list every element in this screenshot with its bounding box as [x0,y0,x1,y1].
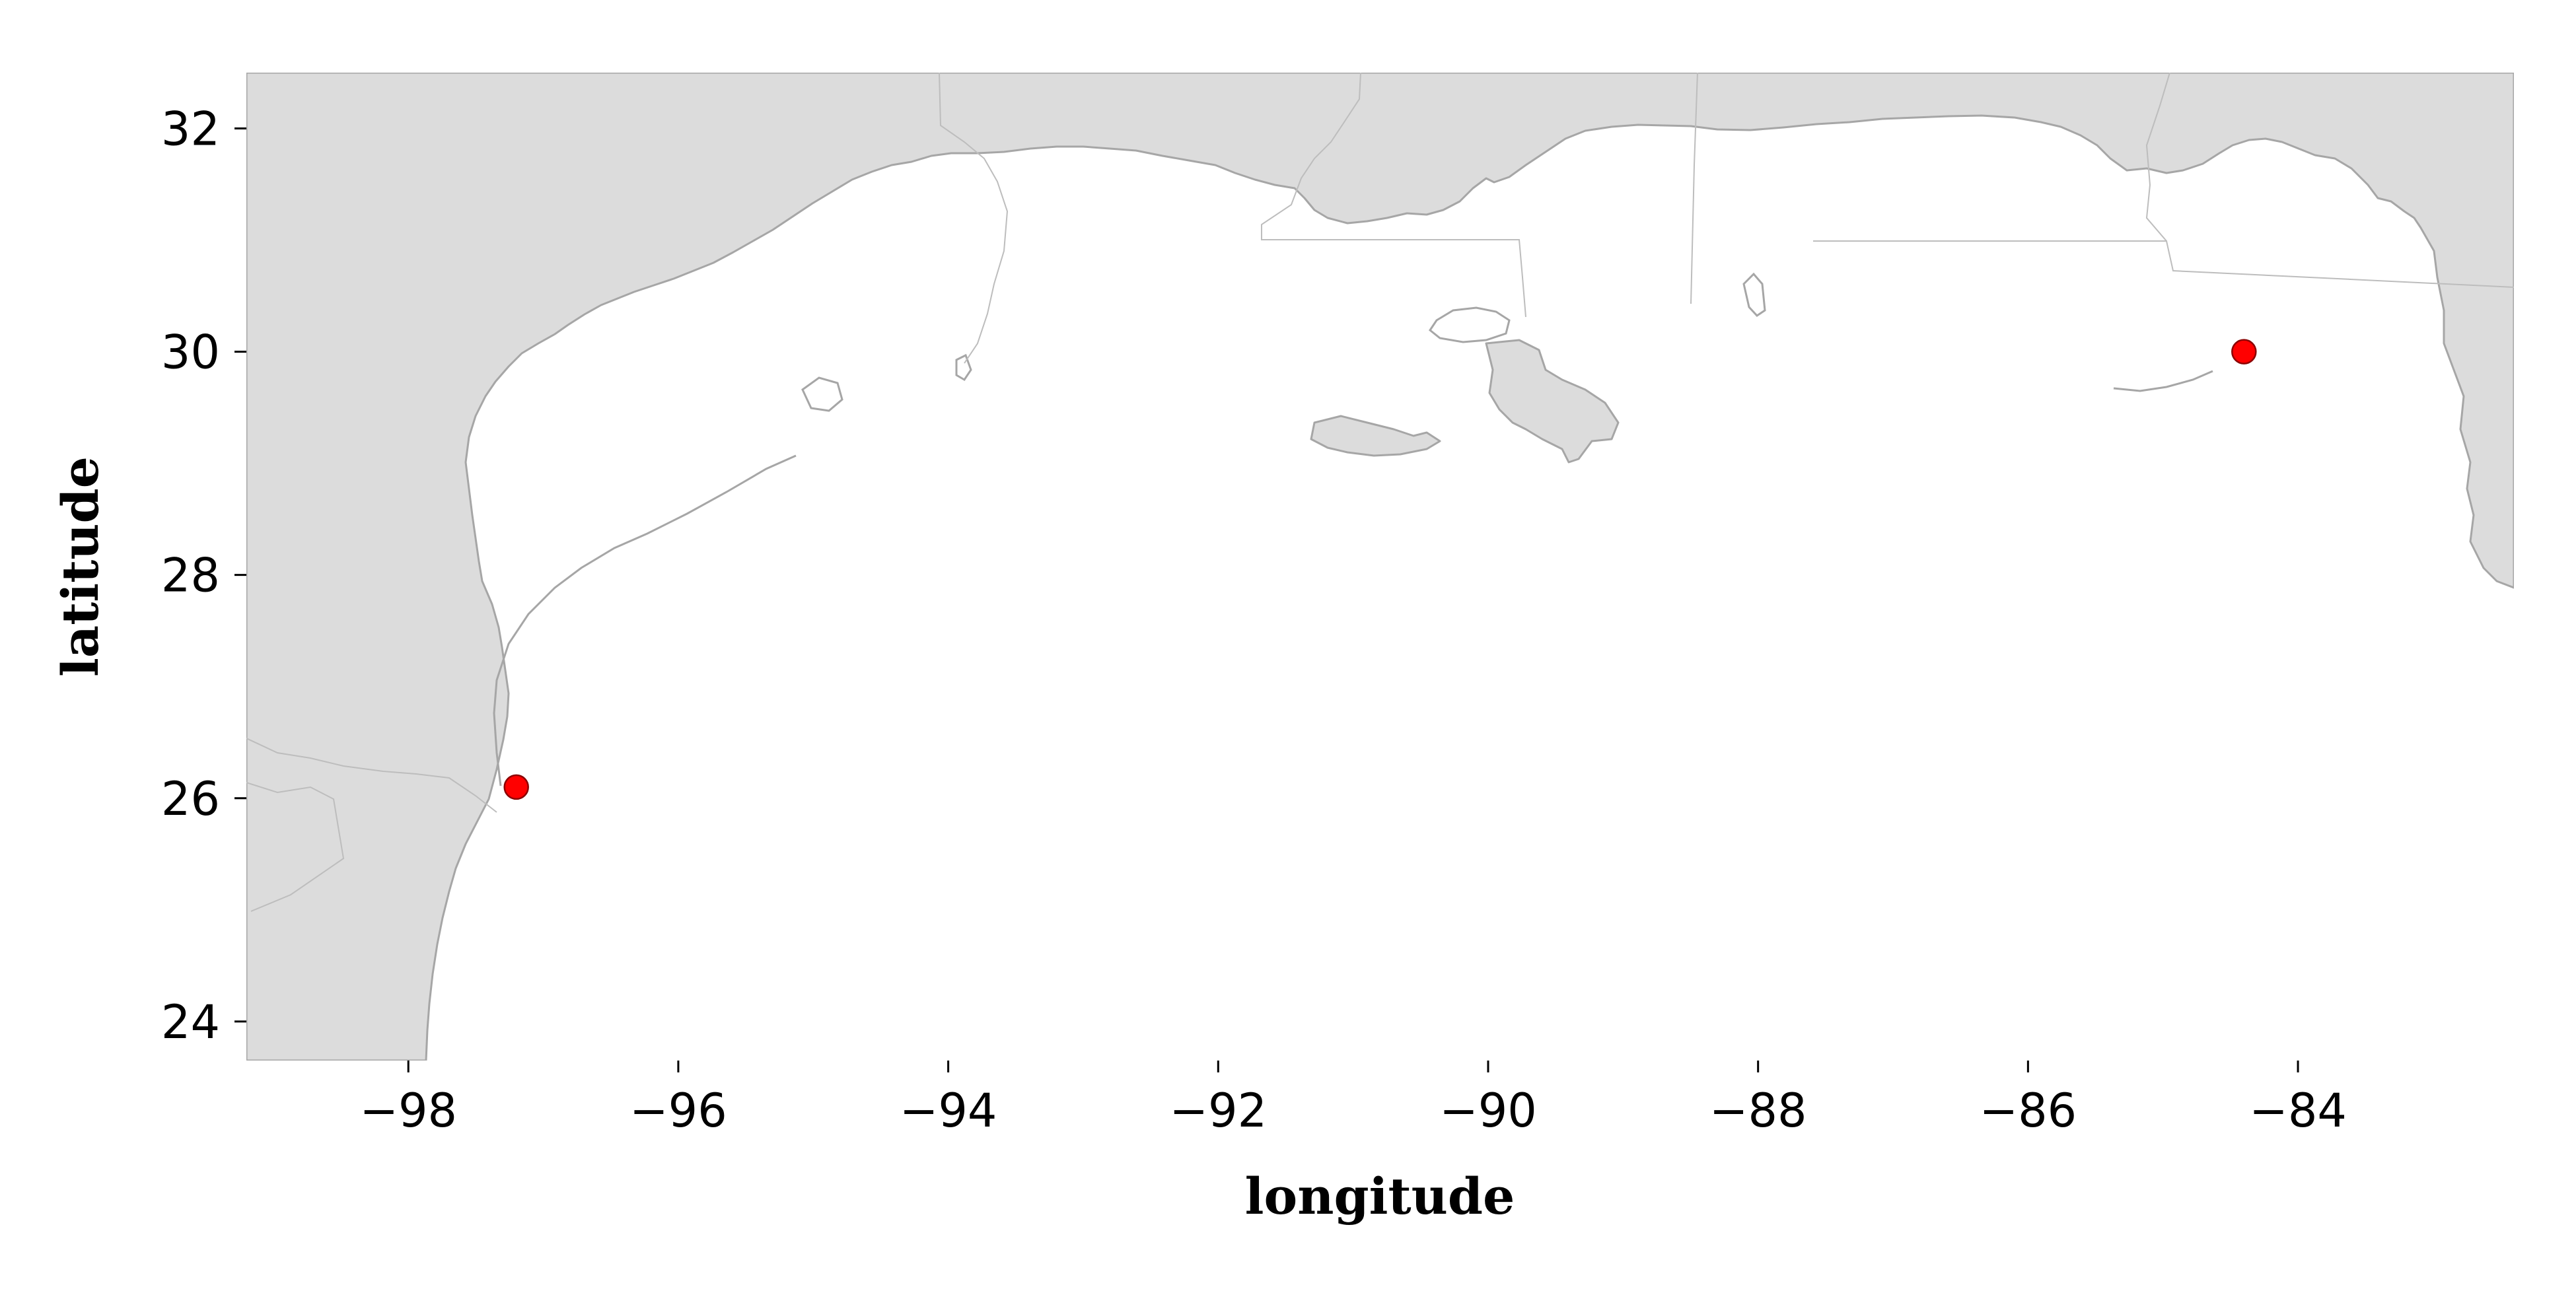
x-tick-label: −84 [2249,1084,2347,1138]
x-tick-label: −86 [1979,1084,2077,1138]
border-alabama-florida [1813,240,2514,288]
atchafalaya-marsh [1310,415,1441,457]
x-axis-ticks: −98 −96 −94 −92 −90 −88 −86 −84 [359,1061,2347,1138]
barrier-island-florida [2113,370,2213,392]
location-markers [503,339,2257,800]
border-us-mexico [246,738,497,813]
y-tick-label: 26 [161,772,220,826]
bay-galveston [801,376,843,412]
x-tick-label: −88 [1709,1084,1807,1138]
plot-area [246,73,2514,1061]
x-tick-label: −98 [359,1084,457,1138]
border-mississippi-alabama [1690,73,1698,304]
land-mass [246,73,2514,1061]
x-axis-label: longitude [1245,1167,1515,1226]
y-tick-label: 30 [161,326,220,380]
border-mexico-states [246,782,345,912]
mississippi-delta [1485,339,1620,464]
border-louisiana-mississippi [1261,73,1526,318]
y-axis-label: latitude [51,456,110,677]
y-tick-label: 24 [161,995,220,1049]
border-alabama-georgia [2145,73,2170,242]
x-tick-label: −92 [1169,1084,1267,1138]
x-tick-label: −94 [900,1084,997,1138]
y-tick-label: 28 [161,549,220,603]
y-axis-ticks: 24 26 28 30 32 [161,102,246,1049]
location-marker-1[interactable] [503,774,529,800]
lake-sabine [955,353,972,382]
barrier-island-texas [493,454,797,786]
x-tick-label: −90 [1439,1084,1537,1138]
lake-pontchartrain [1428,306,1511,343]
y-tick-label: 32 [161,102,220,157]
border-texas-louisiana [939,73,1009,364]
x-tick-label: −96 [629,1084,727,1138]
location-marker-2[interactable] [2231,339,2257,365]
bay-mobile [1742,272,1766,317]
